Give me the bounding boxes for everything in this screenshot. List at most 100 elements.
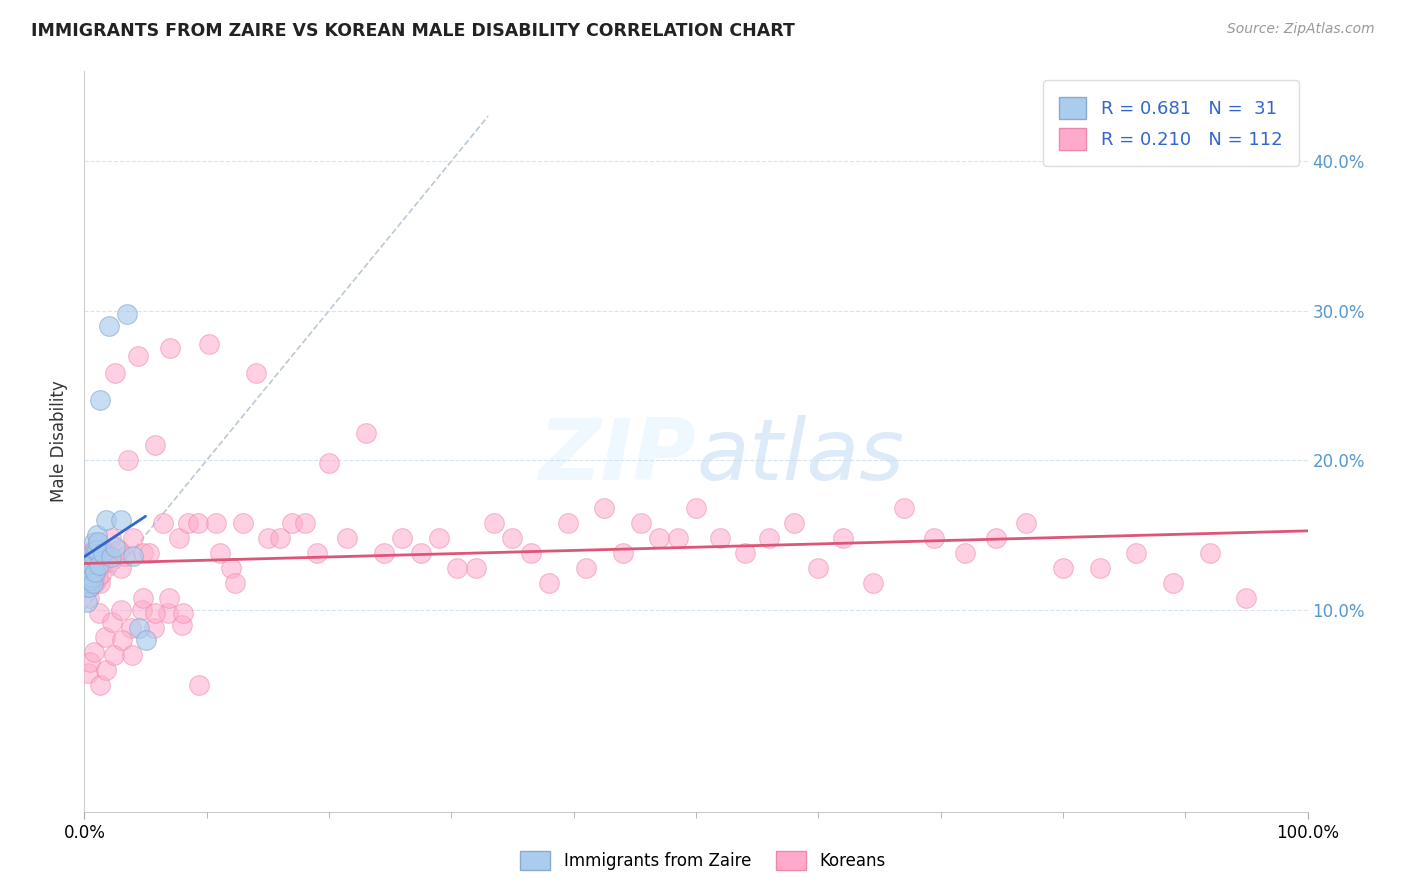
Y-axis label: Male Disability: Male Disability — [51, 381, 69, 502]
Point — [87, 558, 110, 572]
Point — [114, 549, 136, 563]
Point — [135, 632, 157, 647]
Point — [172, 617, 194, 632]
Point — [101, 615, 124, 629]
Point — [520, 546, 543, 560]
Point — [87, 606, 110, 620]
Point — [538, 575, 561, 590]
Point — [685, 501, 707, 516]
Point — [232, 516, 254, 530]
Point — [110, 513, 132, 527]
Point — [79, 573, 101, 587]
Point — [373, 546, 395, 560]
Point — [427, 531, 450, 545]
Point — [482, 516, 505, 530]
Point — [336, 531, 359, 545]
Point — [862, 575, 884, 590]
Point — [79, 550, 101, 565]
Point — [593, 501, 616, 516]
Point — [76, 595, 98, 609]
Point — [93, 543, 115, 558]
Point — [132, 591, 155, 605]
Point — [1088, 561, 1111, 575]
Point — [269, 531, 291, 545]
Text: IMMIGRANTS FROM ZAIRE VS KOREAN MALE DISABILITY CORRELATION CHART: IMMIGRANTS FROM ZAIRE VS KOREAN MALE DIS… — [31, 22, 794, 40]
Point — [1052, 561, 1074, 575]
Point — [89, 393, 111, 408]
Point — [86, 543, 108, 558]
Point — [152, 516, 174, 530]
Point — [198, 336, 221, 351]
Point — [77, 566, 100, 580]
Point — [80, 558, 103, 572]
Point — [464, 561, 486, 575]
Point — [84, 566, 107, 580]
Point — [94, 630, 117, 644]
Point — [103, 648, 125, 662]
Point — [709, 531, 731, 545]
Text: atlas: atlas — [696, 415, 904, 498]
Point — [82, 575, 104, 590]
Point — [188, 677, 211, 691]
Point — [1015, 516, 1038, 530]
Point — [84, 543, 107, 558]
Point — [219, 561, 242, 575]
Point — [77, 558, 100, 572]
Point — [91, 546, 114, 560]
Point — [1125, 546, 1147, 560]
Point — [83, 535, 105, 549]
Point — [77, 665, 100, 680]
Point — [86, 555, 108, 569]
Point — [84, 566, 107, 580]
Point — [305, 546, 328, 560]
Point — [783, 516, 806, 530]
Point — [86, 528, 108, 542]
Point — [97, 555, 120, 569]
Point — [83, 645, 105, 659]
Point — [75, 561, 97, 575]
Point — [87, 561, 110, 575]
Point — [100, 550, 122, 565]
Point — [91, 555, 114, 569]
Point — [87, 570, 110, 584]
Point — [391, 531, 413, 545]
Point — [281, 516, 304, 530]
Point — [90, 566, 112, 581]
Point — [187, 516, 209, 530]
Legend: Immigrants from Zaire, Koreans: Immigrants from Zaire, Koreans — [513, 844, 893, 877]
Point — [167, 531, 190, 545]
Point — [80, 573, 103, 587]
Point — [143, 621, 166, 635]
Text: Source: ZipAtlas.com: Source: ZipAtlas.com — [1227, 22, 1375, 37]
Point — [76, 573, 98, 587]
Point — [257, 531, 280, 545]
Point — [758, 531, 780, 545]
Point — [224, 575, 246, 590]
Point — [83, 561, 105, 575]
Point — [89, 677, 111, 691]
Point — [209, 546, 232, 560]
Point — [80, 573, 103, 587]
Point — [924, 531, 946, 545]
Point — [831, 531, 853, 545]
Point — [110, 561, 132, 575]
Point — [143, 438, 166, 452]
Point — [1161, 575, 1184, 590]
Point — [502, 531, 524, 545]
Point — [132, 546, 155, 560]
Point — [84, 575, 107, 590]
Point — [294, 516, 316, 530]
Point — [120, 621, 142, 635]
Point — [807, 561, 830, 575]
Point — [984, 531, 1007, 545]
Point — [1198, 546, 1220, 560]
Point — [893, 501, 915, 516]
Point — [734, 546, 756, 560]
Point — [89, 575, 111, 590]
Point — [354, 426, 377, 441]
Point — [575, 561, 598, 575]
Point — [143, 606, 166, 620]
Point — [666, 531, 689, 545]
Point — [409, 546, 432, 560]
Point — [115, 307, 138, 321]
